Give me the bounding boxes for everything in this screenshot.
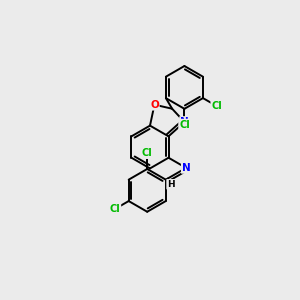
Text: Cl: Cl bbox=[211, 101, 222, 111]
Text: Cl: Cl bbox=[179, 120, 190, 130]
Text: H: H bbox=[167, 180, 175, 189]
Text: N: N bbox=[180, 117, 189, 127]
Text: N: N bbox=[182, 163, 190, 173]
Text: Cl: Cl bbox=[142, 148, 153, 158]
Text: Cl: Cl bbox=[110, 204, 120, 214]
Text: O: O bbox=[150, 100, 159, 110]
